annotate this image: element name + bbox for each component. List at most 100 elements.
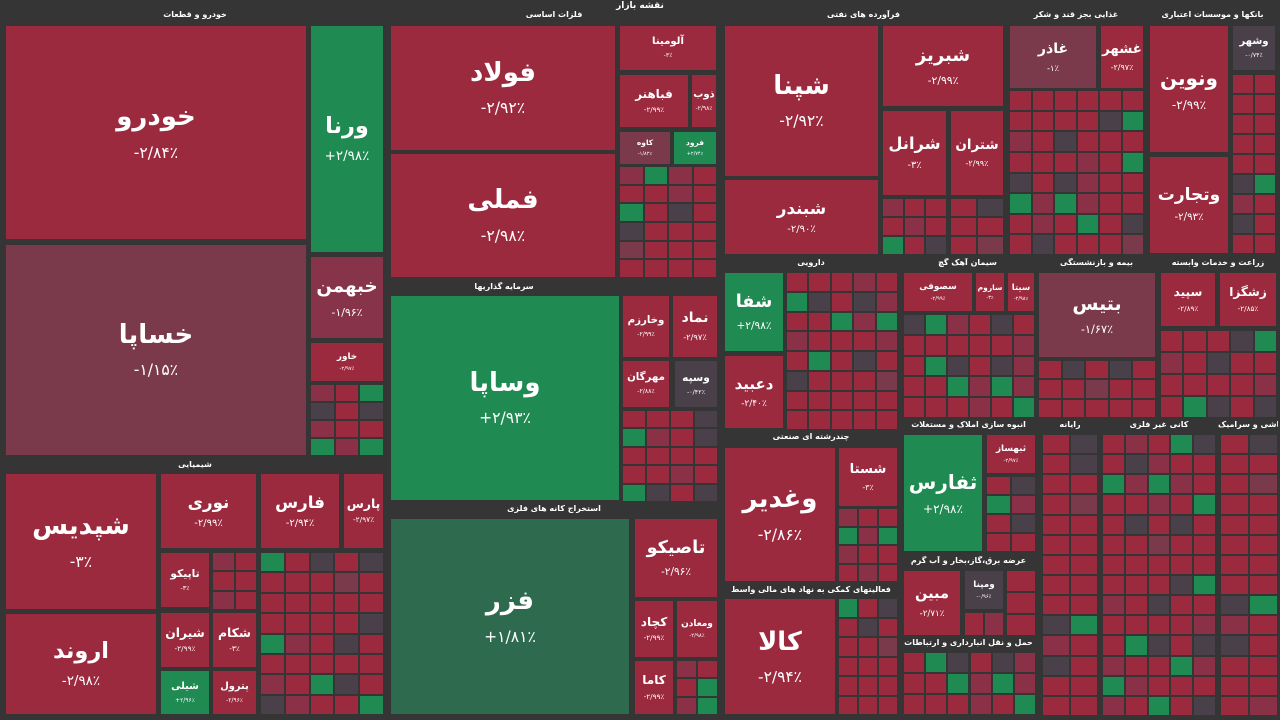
filler-cell	[359, 613, 384, 634]
filler-cell	[1011, 514, 1036, 533]
stock-tile: نوری -۲/۹۹٪	[160, 473, 257, 549]
filler-cell	[646, 410, 670, 429]
sector-title: کانی غیر فلزی	[1129, 420, 1189, 429]
stock-tile: آلومینا -۳٪	[619, 25, 717, 71]
filler-cell	[310, 420, 335, 438]
filler-cell	[1249, 434, 1278, 455]
filler-cell	[1147, 554, 1171, 575]
filler-cell	[1147, 454, 1171, 475]
filler-cell	[309, 552, 335, 573]
filler-cell	[903, 355, 925, 377]
filler-cell	[1070, 595, 1098, 616]
filler-cell	[619, 240, 644, 260]
filler-cell	[1054, 151, 1077, 173]
filler-cell	[925, 198, 947, 217]
filler-cell	[1031, 90, 1054, 111]
stock-tile: فارس -۲/۹۴٪	[260, 473, 340, 549]
filler-cell	[619, 222, 644, 241]
filler-cell	[1070, 675, 1098, 696]
stock-name: ثبهساز	[995, 443, 1027, 454]
filler-cell	[1124, 474, 1148, 495]
filler-cell	[1147, 474, 1171, 495]
filler-cell	[1031, 110, 1054, 132]
filler-cell	[969, 397, 991, 418]
filler-cell	[1099, 193, 1122, 214]
stock-change: -۲/۹۰٪	[787, 224, 816, 236]
filler-cell	[1170, 454, 1194, 475]
stock-tile: شیلی +۲/۹۶٪	[160, 670, 210, 715]
stock-tile: زشگزا -۲/۸۵٪	[1219, 272, 1277, 327]
filler-cell	[1170, 554, 1194, 575]
stock-change: -۲/۹۸٪	[689, 632, 705, 639]
filler-cell	[1132, 398, 1156, 418]
filler-cell	[1121, 234, 1144, 255]
filler-cell	[1249, 494, 1278, 515]
filler-cell	[1013, 673, 1036, 694]
filler-cell	[878, 637, 898, 657]
stock-tile: کچاد -۲/۹۹٪	[634, 600, 674, 658]
filler-cell	[969, 652, 992, 673]
filler-cell	[1170, 494, 1194, 515]
sector-title: سرمایه گذاریها	[474, 282, 534, 291]
filler-cell	[694, 410, 718, 429]
filler-cell	[1254, 174, 1276, 194]
filler-cell	[284, 694, 310, 715]
filler-cell	[853, 410, 876, 430]
stock-name: شبریز	[915, 45, 971, 67]
filler-cell	[1013, 334, 1035, 356]
filler-cell	[947, 694, 970, 715]
filler-cell	[1232, 114, 1254, 134]
stock-change: -۲/۷۱٪	[919, 609, 945, 620]
filler-cell	[838, 598, 858, 618]
stock-change: -۲/۹۲٪	[480, 99, 526, 118]
filler-cell	[853, 390, 876, 411]
filler-cell	[1147, 595, 1171, 616]
filler-cell	[670, 446, 694, 466]
filler-cell	[878, 676, 898, 696]
filler-cell	[692, 184, 717, 204]
filler-cell	[1232, 194, 1254, 214]
stock-name: دعبید	[734, 374, 774, 393]
filler-cell	[1011, 495, 1036, 514]
stock-name: خساپا	[118, 319, 194, 350]
filler-cell	[692, 222, 717, 241]
filler-cell	[1230, 396, 1254, 418]
filler-cell	[786, 370, 809, 391]
sector-title: حمل و نقل انبارداری و ارتباطات	[904, 638, 1033, 647]
filler-cell	[1147, 434, 1171, 455]
filler-cell	[1193, 434, 1216, 455]
stock-change: -۳٪	[69, 552, 93, 571]
stock-tile: تاپیکو -۳٪	[160, 552, 210, 608]
filler-cell	[1249, 655, 1278, 676]
filler-cell	[1232, 134, 1254, 154]
stock-name: شکام	[218, 625, 251, 640]
filler-cell	[1121, 110, 1144, 132]
stock-name: وساپا	[469, 367, 541, 398]
stock-name: بتیس	[1072, 293, 1122, 316]
stock-change: -۲/۹۴٪	[285, 518, 315, 530]
stock-change: -۲/۹۹٪	[194, 518, 223, 530]
filler-cell	[359, 633, 384, 654]
stock-name: وغدیر	[742, 484, 818, 515]
stock-name: غاذر	[1037, 40, 1069, 57]
filler-cell	[1249, 595, 1278, 616]
stock-name: شبندر	[776, 197, 827, 218]
filler-cell	[858, 637, 878, 657]
filler-cell	[878, 545, 898, 564]
filler-cell	[875, 370, 898, 391]
filler-cell	[1070, 655, 1098, 676]
filler-cell	[1170, 675, 1194, 696]
stock-change: -۲/۹۹٪	[930, 295, 946, 302]
stock-name: خاور	[336, 351, 358, 362]
filler-cell	[1031, 151, 1054, 173]
stock-tile: دعبید -۲/۴۰٪	[724, 355, 784, 429]
stock-tile: شستا -۳٪	[838, 447, 898, 507]
filler-cell	[1206, 396, 1231, 418]
filler-cell	[334, 552, 360, 573]
filler-cell	[1085, 379, 1109, 399]
filler-cell	[1054, 193, 1077, 214]
filler-cell	[1193, 534, 1216, 555]
filler-cell	[1070, 615, 1098, 636]
filler-cell	[697, 678, 718, 697]
filler-cell	[969, 314, 991, 335]
